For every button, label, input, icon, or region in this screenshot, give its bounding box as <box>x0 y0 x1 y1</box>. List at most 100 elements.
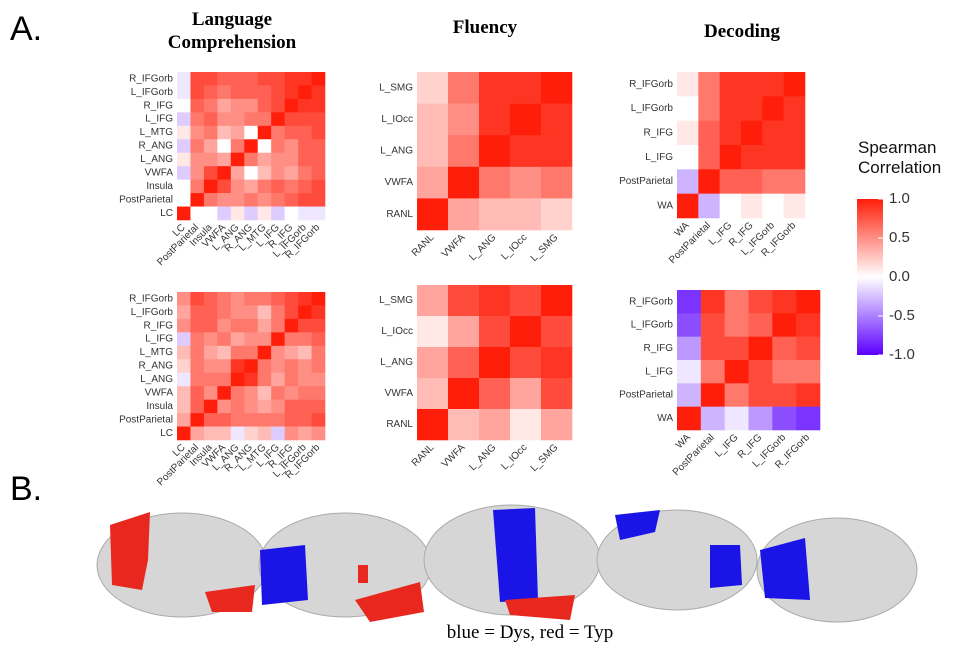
heatmap-cell <box>311 206 326 221</box>
heatmap-cell <box>772 383 797 407</box>
heatmap-cell <box>479 347 511 379</box>
heatmap-cell <box>244 98 259 113</box>
heatmap-cell <box>257 85 272 100</box>
heatmap-cell <box>230 152 245 167</box>
heatmap-cell <box>284 426 299 441</box>
heatmap-cell <box>724 336 749 361</box>
x-tick-label: L_IFG <box>713 432 741 460</box>
heatmap-cell <box>448 409 480 441</box>
y-tick-label: LC <box>160 208 173 219</box>
heatmap-cell <box>741 120 763 146</box>
heatmap-cell <box>284 166 299 180</box>
brain-region <box>260 545 308 605</box>
heatmap-cell <box>271 318 285 333</box>
heatmap-cell <box>230 193 245 207</box>
heatmap-cell <box>783 72 806 97</box>
heatmap-cell <box>271 112 285 127</box>
heatmap-cell <box>244 305 259 320</box>
heatmap-cell <box>311 426 326 441</box>
brain-renders <box>96 504 918 623</box>
heatmap-cell <box>677 383 702 407</box>
heatmap-cell <box>298 166 312 180</box>
heatmap-cell <box>190 359 205 374</box>
heatmap-cell <box>541 135 573 168</box>
y-tick-label: R_ANG <box>139 141 174 152</box>
heatmap-cell <box>677 290 702 314</box>
heatmap-cell <box>448 72 480 104</box>
caption: blue = Dys, red = Typ <box>446 622 614 643</box>
heatmap-cell <box>177 112 191 127</box>
heatmap-cell <box>271 166 285 180</box>
heatmap-cell <box>203 426 218 441</box>
heatmap-cell <box>244 292 259 306</box>
y-tick-label: L_IFG <box>645 152 673 163</box>
heatmap-cell <box>271 193 285 207</box>
heatmap-cell <box>510 135 542 168</box>
heatmap-cell <box>298 85 312 100</box>
heatmap-cell <box>177 318 191 333</box>
heatmap-cell <box>257 139 272 154</box>
heatmap-cell <box>448 166 480 199</box>
heatmap-cell <box>244 166 259 180</box>
heatmap-cell <box>541 347 573 379</box>
heatmap-cell <box>177 193 191 207</box>
x-tick-label: L_ANG <box>468 232 499 263</box>
y-tick-label: L_IFG <box>645 366 673 377</box>
heatmap-cell <box>311 72 326 86</box>
heatmap-cell <box>257 72 272 86</box>
heatmap-cell <box>298 72 312 86</box>
heatmap-cell <box>510 316 542 348</box>
x-tick-label: L_SMG <box>529 232 561 264</box>
heatmap-cell <box>190 98 205 113</box>
heatmap-cell <box>448 198 480 231</box>
heatmap-cell <box>257 413 272 427</box>
y-tick-label: L_SMG <box>379 82 413 93</box>
heatmap-cell <box>271 386 285 400</box>
heatmap-cell <box>190 152 205 167</box>
heatmap-cell <box>217 372 232 387</box>
y-tick-label: R_ANG <box>139 361 174 372</box>
heatmap-cell <box>284 152 299 167</box>
heatmap-cell <box>748 313 773 337</box>
heatmap-cell <box>510 285 542 317</box>
heatmap-cell <box>783 169 806 194</box>
brain-region <box>205 585 255 612</box>
heatmap-cell <box>203 318 218 333</box>
heatmap-cell <box>698 120 720 146</box>
heatmap-cell <box>541 316 573 348</box>
heatmap-cell <box>217 359 232 374</box>
heatmap-cell <box>217 292 232 306</box>
heatmap-cell <box>177 305 191 320</box>
heatmap-cell <box>796 290 821 314</box>
heatmap-cell <box>190 318 205 333</box>
heatmap-cell <box>298 139 312 154</box>
heatmap-cell <box>203 305 218 320</box>
brain-region <box>493 508 538 602</box>
heatmap-cell <box>203 152 218 167</box>
heatmap-cell <box>698 145 720 170</box>
heatmap-cell <box>203 98 218 113</box>
heatmap-cell <box>741 169 763 194</box>
heatmap-cell <box>719 169 742 194</box>
heatmap-cell <box>284 85 299 100</box>
heatmap-cell <box>230 166 245 180</box>
heatmap-cell <box>177 166 191 180</box>
heatmap-cell <box>217 98 232 113</box>
chart-title: Decoding <box>704 21 780 42</box>
heatmap-cell <box>677 169 699 194</box>
y-tick-label: L_IOcc <box>381 114 413 125</box>
brain-region <box>355 582 424 622</box>
colorbar-tick-label: -1.0 <box>889 346 915 363</box>
heatmap-cell <box>783 193 806 219</box>
heatmap-cell <box>741 72 763 97</box>
heatmap-cell <box>244 179 259 194</box>
heatmap-cell <box>298 386 312 400</box>
y-tick-label: VWFA <box>385 177 414 188</box>
heatmap-cell <box>203 359 218 374</box>
heatmap-cell <box>796 383 821 407</box>
heatmap-cell <box>311 98 326 113</box>
heatmap-cell <box>217 179 232 194</box>
y-tick-label: PostParietal <box>119 414 173 425</box>
heatmap-cell <box>257 372 272 387</box>
y-tick-label: WA <box>657 200 673 211</box>
